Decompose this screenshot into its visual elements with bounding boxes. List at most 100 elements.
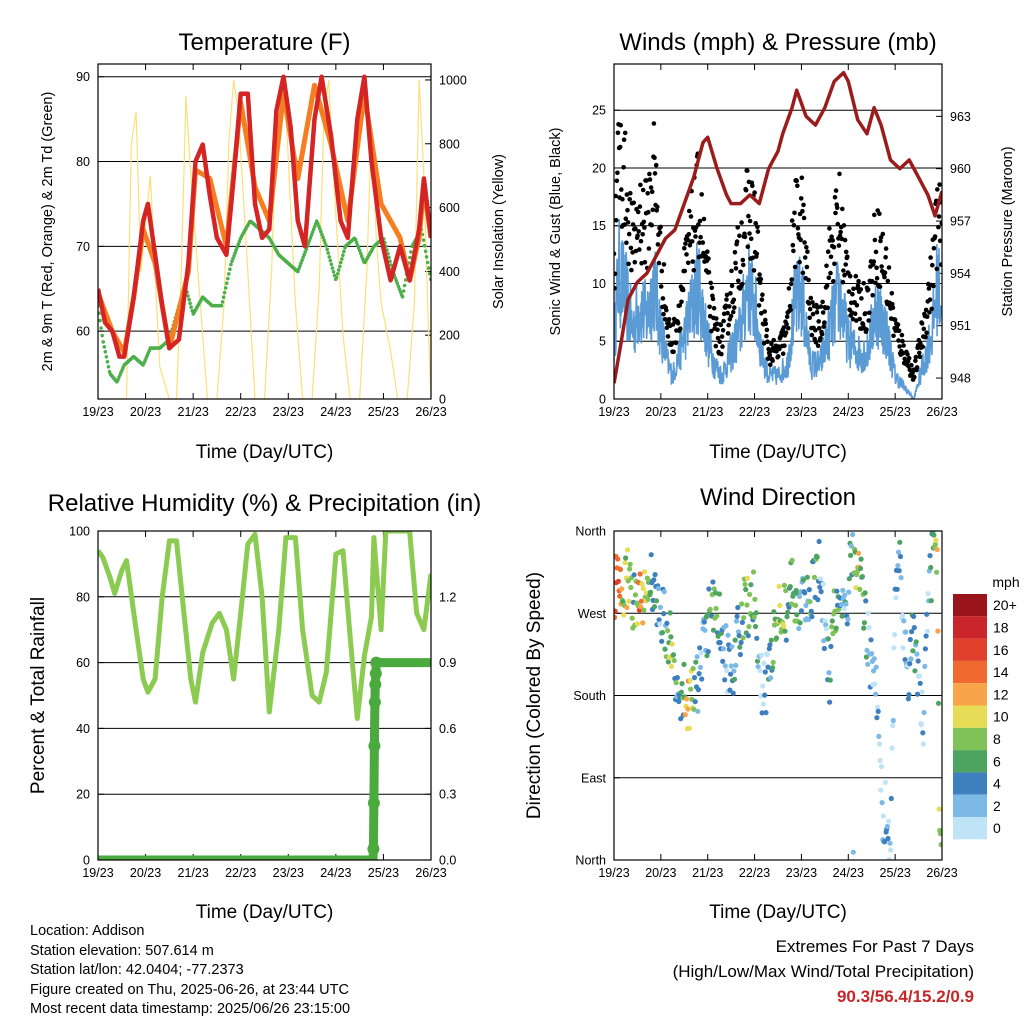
gust-point bbox=[682, 268, 688, 274]
direction-point bbox=[894, 586, 900, 592]
gust-point bbox=[927, 310, 932, 315]
direction-point bbox=[875, 708, 881, 715]
direction-point bbox=[738, 639, 744, 646]
gust-point bbox=[833, 210, 838, 216]
gust-point bbox=[813, 340, 819, 345]
gust-point bbox=[937, 182, 942, 187]
y-tick-label: 15 bbox=[592, 219, 606, 233]
gust-point bbox=[775, 354, 781, 359]
gust-point bbox=[795, 225, 801, 231]
gust-point bbox=[870, 293, 875, 298]
dewpoint-point bbox=[421, 238, 426, 242]
direction-point bbox=[743, 586, 749, 593]
dewpoint-point bbox=[397, 287, 402, 291]
direction-point bbox=[674, 675, 681, 681]
gust-point bbox=[806, 277, 811, 283]
gust-point bbox=[657, 230, 663, 235]
direction-point bbox=[853, 585, 859, 591]
direction-point bbox=[857, 586, 863, 593]
direction-point bbox=[855, 550, 862, 556]
gust-point bbox=[824, 283, 830, 289]
dewpoint-point bbox=[232, 253, 236, 258]
chart-title: Wind Direction bbox=[700, 484, 856, 511]
series-sonic-wind bbox=[614, 219, 942, 399]
direction-point bbox=[922, 646, 929, 652]
y-tick-label: 70 bbox=[76, 240, 90, 254]
direction-point bbox=[752, 623, 759, 630]
elevation-text: Station elevation: 507.614 m bbox=[30, 942, 214, 959]
direction-point bbox=[652, 572, 658, 578]
gust-point bbox=[615, 170, 620, 176]
gust-point bbox=[939, 262, 942, 267]
direction-point bbox=[629, 615, 635, 621]
direction-point bbox=[615, 578, 622, 584]
direction-point bbox=[789, 557, 795, 563]
direction-point bbox=[702, 627, 708, 633]
direction-point bbox=[745, 633, 751, 639]
series-2m-temp bbox=[98, 74, 431, 359]
direction-point bbox=[625, 547, 631, 553]
dewpoint-point bbox=[356, 246, 361, 250]
gust-point bbox=[882, 270, 888, 276]
gust-point bbox=[717, 339, 722, 345]
gust-point bbox=[614, 218, 619, 223]
direction-point bbox=[850, 849, 856, 855]
gust-point bbox=[706, 270, 712, 275]
gust-point bbox=[930, 262, 935, 268]
x-tick-label: 20/23 bbox=[130, 866, 161, 880]
direction-point bbox=[792, 602, 799, 609]
gust-point bbox=[926, 286, 932, 291]
gust-point bbox=[840, 279, 846, 285]
legend-label: 14 bbox=[993, 664, 1009, 680]
direction-point bbox=[679, 681, 685, 687]
gust-point bbox=[651, 121, 657, 126]
x-tick-label: 19/23 bbox=[598, 866, 629, 880]
direction-point bbox=[734, 613, 740, 620]
direction-point bbox=[876, 733, 882, 740]
direction-point bbox=[927, 553, 933, 559]
dewpoint-point bbox=[303, 250, 308, 254]
direction-point bbox=[858, 556, 864, 562]
gust-point bbox=[786, 286, 792, 291]
direction-point bbox=[912, 668, 918, 674]
direction-point bbox=[671, 657, 677, 664]
gust-point bbox=[791, 223, 797, 228]
dewpoint-point bbox=[319, 230, 323, 234]
gust-point bbox=[691, 268, 697, 273]
y2-tick-label: 1.2 bbox=[439, 590, 456, 604]
direction-point bbox=[873, 691, 879, 697]
direction-point bbox=[817, 576, 824, 582]
gust-point bbox=[841, 223, 847, 228]
series-pressure bbox=[614, 70, 942, 384]
direction-point bbox=[915, 658, 921, 664]
gust-point bbox=[804, 245, 809, 250]
gust-point bbox=[653, 162, 659, 168]
gust-point bbox=[850, 291, 855, 297]
dewpoint-point bbox=[320, 232, 324, 237]
gust-point bbox=[834, 205, 840, 211]
dewpoint-point bbox=[334, 275, 339, 280]
gust-point bbox=[646, 209, 651, 215]
gust-point bbox=[913, 358, 918, 364]
gust-point bbox=[807, 306, 813, 312]
x-tick-label: 19/23 bbox=[598, 405, 629, 419]
direction-point bbox=[651, 604, 658, 610]
gust-point bbox=[846, 289, 852, 294]
dewpoint-point bbox=[188, 301, 192, 306]
y2-tick-label: 0.6 bbox=[439, 722, 456, 736]
gust-point bbox=[792, 264, 798, 270]
gust-point bbox=[829, 234, 834, 239]
y-tick-label: West bbox=[578, 607, 607, 621]
dewpoint-point bbox=[353, 237, 358, 242]
direction-point bbox=[748, 582, 754, 588]
gust-point bbox=[782, 343, 787, 349]
gust-point bbox=[790, 242, 796, 248]
gust-point bbox=[878, 238, 883, 244]
gust-point bbox=[745, 168, 750, 173]
direction-point bbox=[713, 605, 719, 612]
gust-point bbox=[852, 311, 858, 317]
gust-point bbox=[620, 196, 625, 202]
dewpoint-point bbox=[341, 253, 345, 257]
gust-point bbox=[818, 336, 823, 341]
direction-point bbox=[865, 661, 871, 667]
